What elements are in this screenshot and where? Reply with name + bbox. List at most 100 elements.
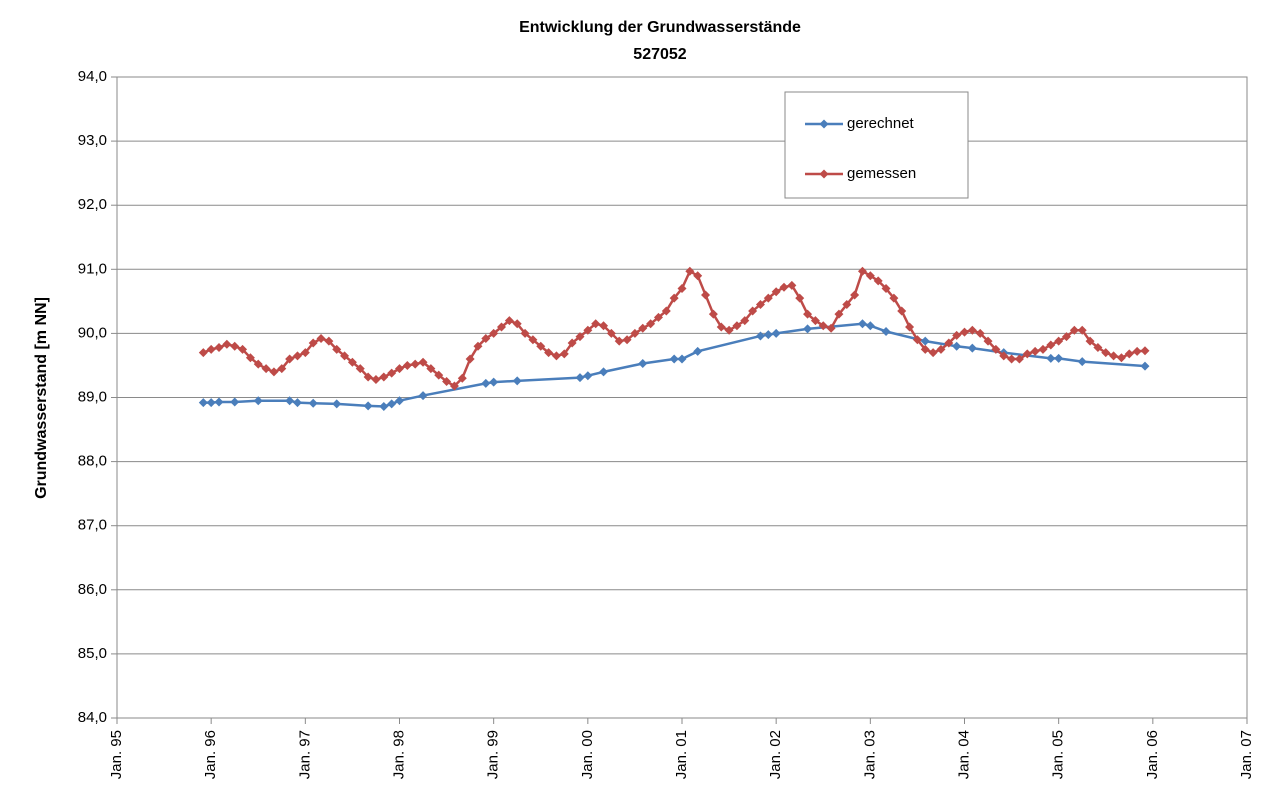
marker — [1101, 348, 1111, 358]
marker — [316, 334, 326, 344]
marker — [528, 335, 538, 345]
marker — [324, 336, 334, 346]
marker — [1054, 336, 1064, 346]
marker — [1038, 344, 1048, 354]
marker — [708, 309, 718, 319]
marker — [779, 282, 789, 292]
marker — [787, 280, 797, 290]
marker — [520, 328, 530, 338]
marker — [920, 344, 930, 354]
marker — [810, 316, 820, 326]
marker — [614, 336, 624, 346]
marker — [1124, 349, 1134, 359]
marker — [630, 328, 640, 338]
marker — [402, 360, 412, 370]
marker — [755, 331, 765, 341]
marker — [826, 323, 836, 333]
marker — [889, 293, 899, 303]
marker — [426, 364, 436, 374]
marker — [905, 322, 915, 332]
marker — [206, 398, 216, 408]
y-tick-label: 87,0 — [78, 517, 107, 534]
marker — [292, 398, 302, 408]
line — [203, 322, 1146, 408]
marker — [418, 391, 428, 401]
marker — [646, 319, 656, 329]
marker — [410, 359, 420, 369]
marker — [206, 344, 216, 354]
marker — [1046, 353, 1056, 363]
marker — [481, 334, 491, 344]
marker — [583, 325, 593, 335]
marker — [834, 309, 844, 319]
y-tick-label: 88,0 — [78, 453, 107, 470]
marker — [755, 300, 765, 310]
marker — [897, 306, 907, 316]
y-tick-label: 89,0 — [78, 388, 107, 405]
marker — [952, 341, 962, 351]
y-tick-label: 94,0 — [78, 68, 107, 85]
marker — [960, 327, 969, 337]
marker — [544, 348, 554, 358]
marker — [465, 354, 475, 364]
marker — [340, 351, 350, 361]
marker — [669, 354, 679, 364]
marker — [379, 372, 389, 382]
x-tick-label: Jan. 96 — [202, 730, 219, 779]
marker — [818, 321, 828, 331]
legend-box — [784, 91, 969, 199]
marker — [238, 344, 248, 354]
marker — [599, 321, 609, 331]
marker — [975, 328, 985, 338]
marker — [575, 373, 585, 383]
marker — [1030, 346, 1040, 356]
marker — [198, 398, 208, 408]
x-tick-label: Jan. 99 — [485, 730, 502, 779]
marker — [881, 326, 891, 336]
marker — [716, 322, 726, 332]
marker — [944, 338, 954, 348]
marker — [795, 293, 805, 303]
marker — [442, 376, 452, 386]
marker — [285, 354, 295, 364]
marker — [1062, 332, 1072, 342]
marker — [873, 276, 883, 286]
marker — [214, 343, 224, 353]
marker — [395, 396, 404, 406]
marker — [363, 401, 373, 411]
marker — [967, 343, 977, 353]
marker — [622, 335, 632, 345]
marker — [999, 351, 1009, 361]
x-tick-label: Jan. 04 — [955, 730, 972, 779]
marker — [347, 357, 357, 367]
marker — [489, 377, 499, 387]
y-axis-label: Grundwasserstand [m NN] — [33, 297, 50, 499]
x-tick-label: Jan. 05 — [1050, 730, 1067, 779]
marker — [952, 330, 962, 340]
legend-label: gerechnet — [847, 115, 915, 132]
marker — [771, 328, 781, 338]
marker — [865, 271, 875, 281]
marker — [1140, 346, 1150, 356]
marker — [1116, 353, 1126, 363]
marker — [912, 335, 922, 345]
y-tick-label: 84,0 — [78, 709, 107, 726]
marker — [253, 396, 263, 406]
marker — [803, 309, 813, 319]
y-tick-label: 92,0 — [78, 196, 107, 213]
marker — [881, 284, 891, 294]
chart-title: Entwicklung der Grundwasserstände — [519, 19, 801, 36]
legend-label: gemessen — [847, 165, 916, 182]
marker — [285, 396, 295, 406]
x-tick-label: Jan. 00 — [579, 730, 596, 779]
marker — [983, 336, 993, 346]
marker — [771, 287, 781, 297]
marker — [230, 397, 240, 407]
marker — [198, 348, 208, 358]
marker — [763, 330, 773, 340]
marker — [1093, 343, 1103, 353]
marker — [355, 364, 365, 374]
marker — [473, 341, 483, 351]
marker — [850, 290, 860, 300]
